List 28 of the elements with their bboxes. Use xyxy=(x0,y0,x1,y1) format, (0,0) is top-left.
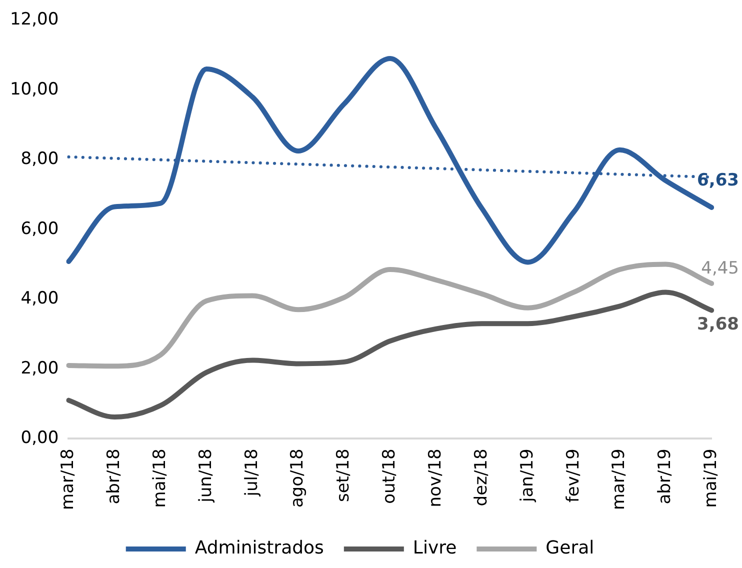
y-tick-label: 4,00 xyxy=(20,288,59,309)
legend-label: Livre xyxy=(412,538,457,559)
y-tick-label: 8,00 xyxy=(20,149,59,170)
data-label: 4,45 xyxy=(701,258,739,278)
x-tick-label: mar/18 xyxy=(58,448,78,510)
y-tick-label: 0,00 xyxy=(20,428,59,448)
x-tick-label: mai/19 xyxy=(701,448,722,508)
x-tick-label: out/18 xyxy=(380,448,400,504)
x-tick-label: jun/18 xyxy=(196,448,216,504)
x-tick-label: mar/19 xyxy=(609,448,630,510)
x-tick-label: mai/18 xyxy=(150,448,170,508)
y-tick-label: 2,00 xyxy=(20,358,59,378)
x-tick-label: jan/19 xyxy=(517,448,538,503)
y-tick-label: 6,00 xyxy=(20,218,59,239)
x-tick-label: abr/18 xyxy=(104,448,124,504)
x-tick-label: nov/18 xyxy=(425,448,446,508)
data-label: 3,68 xyxy=(697,314,739,334)
x-tick-label: abr/19 xyxy=(655,448,676,504)
y-tick-label: 10,00 xyxy=(10,79,59,100)
x-tick-label: set/18 xyxy=(334,448,354,502)
x-tick-label: ago/18 xyxy=(288,448,308,508)
x-tick-label: jul/18 xyxy=(242,448,262,498)
legend-label: Geral xyxy=(546,538,594,559)
data-label: 6,63 xyxy=(697,170,739,190)
x-tick-label: dez/18 xyxy=(471,448,492,506)
y-tick-label: 12,00 xyxy=(10,10,59,30)
x-tick-label: fev/19 xyxy=(563,448,584,503)
legend-label: Administrados xyxy=(194,538,324,559)
